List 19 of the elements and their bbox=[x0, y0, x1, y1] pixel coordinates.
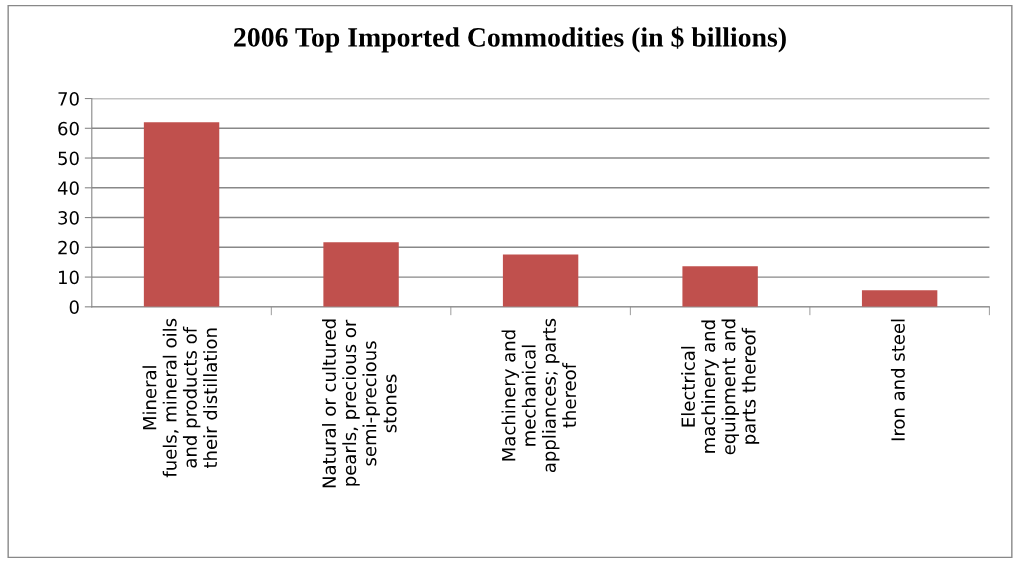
x-tick-label: Machinery and mechanical appliances; parts thereof bbox=[501, 318, 577, 473]
bar bbox=[502, 254, 579, 307]
x-tick-label: Mineral fuels, mineral oils and products of their distillation bbox=[142, 318, 218, 478]
bar bbox=[323, 242, 399, 307]
chart-title: 2006 Top Imported Commodities (in $ billions) bbox=[234, 26, 786, 53]
bar bbox=[682, 266, 758, 307]
y-tick-label: 70 bbox=[58, 91, 79, 106]
y-tick-label: 50 bbox=[58, 151, 79, 166]
y-tick-label: 0 bbox=[69, 300, 79, 314]
x-tick-label: Iron and steel bbox=[890, 319, 905, 441]
y-tick-label: 20 bbox=[58, 240, 79, 255]
y-tick-label: 30 bbox=[58, 211, 79, 225]
y-tick-label: 60 bbox=[58, 121, 79, 136]
y-tick-label: 40 bbox=[57, 181, 79, 195]
y-tick-label: 10 bbox=[59, 270, 79, 285]
bar bbox=[143, 122, 220, 307]
x-tick-label: Electrical machinery and equipment and parts thereof bbox=[681, 319, 760, 455]
bar bbox=[861, 290, 938, 307]
x-tick-label: Natural or cultured pearls, precious or semi-precious stones bbox=[322, 319, 397, 488]
